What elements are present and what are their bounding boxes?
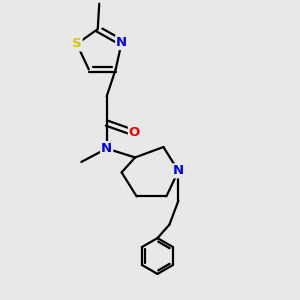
Text: N: N [173, 164, 184, 177]
Text: O: O [129, 126, 140, 139]
Text: N: N [116, 36, 127, 49]
Text: S: S [72, 38, 82, 50]
Text: N: N [101, 142, 112, 155]
